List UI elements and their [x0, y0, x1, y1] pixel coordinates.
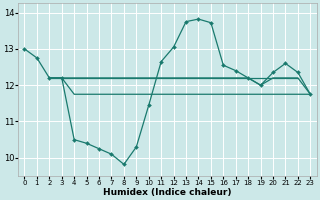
X-axis label: Humidex (Indice chaleur): Humidex (Indice chaleur): [103, 188, 232, 197]
